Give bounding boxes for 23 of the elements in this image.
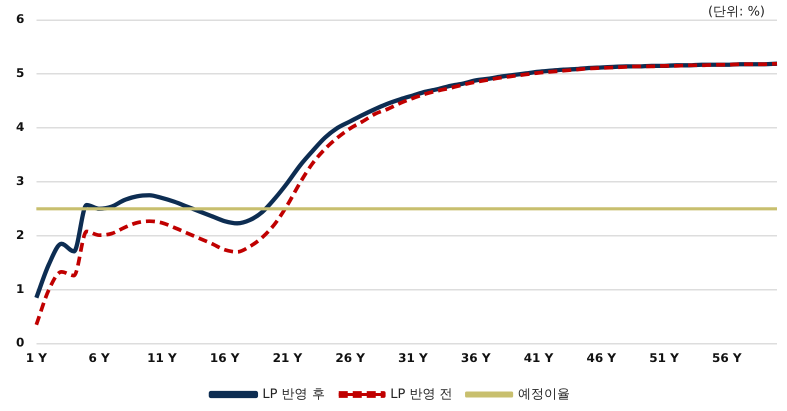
x-tick-label: 36 Y [460,350,491,365]
x-tick-label: 6 Y [88,350,110,365]
x-tick-label: 31 Y [398,350,428,365]
y-tick-label: 4 [16,120,24,134]
x-tick-label: 16 Y [210,350,240,365]
legend-label: LP 반영 후 [262,386,325,402]
text: (단위: %) [708,4,765,20]
y-tick-label: 1 [16,282,24,296]
x-tick-label: 1 Y [26,350,48,365]
x-tick-label: 56 Y [712,350,742,365]
y-tick-label: 0 [16,336,24,350]
y-tick-label: 5 [16,66,24,80]
legend-label: 예정이율 [518,386,570,402]
x-tick-label: 26 Y [335,350,366,365]
y-tick-label: 6 [16,12,24,26]
legend-label: LP 반영 전 [390,386,453,402]
x-tick-label: 11 Y [147,350,177,365]
x-tick-label: 21 Y [272,350,303,365]
x-tick-label: 51 Y [649,350,680,365]
y-tick-label: 3 [16,174,24,188]
x-tick-label: 41 Y [524,350,554,365]
y-tick-label: 2 [16,228,24,242]
x-tick-label: 46 Y [586,350,616,365]
